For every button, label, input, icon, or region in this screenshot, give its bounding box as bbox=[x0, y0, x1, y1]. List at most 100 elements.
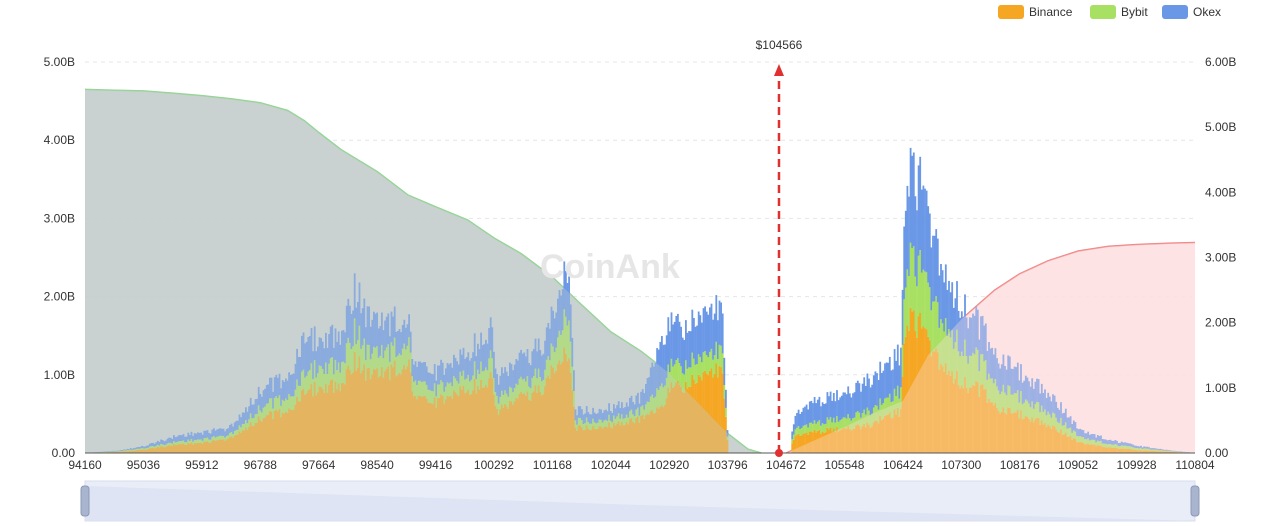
bar-okex bbox=[160, 439, 162, 444]
bar-binance bbox=[842, 428, 845, 453]
bar-bybit bbox=[589, 423, 591, 430]
bar-binance bbox=[826, 427, 829, 453]
bar-okex bbox=[563, 261, 566, 310]
bar-okex bbox=[310, 328, 313, 364]
bar-binance bbox=[560, 364, 562, 453]
bar-okex bbox=[887, 362, 890, 398]
bar-binance bbox=[389, 380, 391, 453]
bar-bybit bbox=[930, 310, 933, 357]
bar-okex bbox=[229, 425, 231, 433]
bar-bybit bbox=[1087, 438, 1090, 444]
bar-binance bbox=[526, 391, 529, 453]
bar-binance bbox=[1149, 451, 1152, 453]
bar-binance bbox=[585, 425, 588, 453]
bar-okex bbox=[1104, 439, 1107, 444]
bar-binance bbox=[536, 392, 538, 453]
bar-bybit bbox=[152, 446, 154, 448]
bar-bybit bbox=[672, 366, 674, 388]
bar-okex bbox=[691, 309, 694, 353]
bar-binance bbox=[337, 383, 340, 453]
bar-bybit bbox=[869, 415, 872, 428]
bar-binance bbox=[1021, 419, 1024, 453]
zoom-handle-right[interactable] bbox=[1190, 485, 1200, 517]
bar-bybit bbox=[1109, 444, 1112, 448]
bar-okex bbox=[294, 363, 297, 390]
bar-bybit bbox=[430, 390, 433, 404]
bar-okex bbox=[659, 341, 662, 387]
bar-bybit bbox=[229, 433, 231, 438]
bar-bybit bbox=[975, 347, 978, 381]
bar-okex bbox=[1004, 366, 1006, 393]
bar-binance bbox=[664, 404, 666, 453]
current-price-marker: $104566 bbox=[756, 38, 803, 457]
legend[interactable]: Binance Bybit Okex bbox=[998, 5, 1221, 19]
bar-binance bbox=[547, 375, 550, 453]
bar-okex bbox=[994, 348, 997, 380]
bar-bybit bbox=[398, 353, 401, 373]
bar-okex bbox=[678, 321, 681, 364]
bar-okex bbox=[150, 443, 153, 447]
bar-okex bbox=[812, 403, 814, 424]
bar-okex bbox=[906, 185, 909, 270]
bar-binance bbox=[472, 390, 474, 453]
bar-bybit bbox=[115, 451, 118, 452]
bar-okex bbox=[635, 395, 638, 410]
bar-binance bbox=[1068, 436, 1070, 453]
bar-bybit bbox=[1048, 414, 1051, 427]
bar-bybit bbox=[512, 392, 514, 405]
bar-binance bbox=[147, 449, 150, 453]
bar-okex bbox=[198, 432, 201, 440]
bar-binance bbox=[964, 377, 966, 453]
bar-bybit bbox=[237, 429, 239, 435]
bar-binance bbox=[416, 399, 418, 453]
bar-bybit bbox=[868, 410, 870, 425]
bar-okex bbox=[828, 396, 830, 420]
bar-bybit bbox=[1152, 449, 1155, 451]
zoom-handle-left[interactable] bbox=[80, 485, 90, 517]
bar-binance bbox=[696, 382, 698, 453]
legend-swatch-okex[interactable] bbox=[1162, 5, 1188, 19]
bar-bybit bbox=[1013, 393, 1016, 413]
bar-bybit bbox=[872, 407, 875, 423]
bar-binance bbox=[230, 436, 233, 453]
bar-okex bbox=[1173, 450, 1176, 452]
bar-bybit bbox=[1120, 445, 1123, 449]
bar-okex bbox=[357, 302, 359, 341]
bar-bybit bbox=[126, 450, 129, 451]
bar-okex bbox=[168, 437, 170, 443]
y-right-tick-label: 3.00B bbox=[1205, 251, 1236, 265]
bar-okex bbox=[243, 412, 246, 424]
bar-binance bbox=[1111, 447, 1114, 453]
bar-binance bbox=[694, 383, 697, 453]
bar-okex bbox=[457, 364, 460, 384]
bar-okex bbox=[675, 316, 678, 360]
bar-okex bbox=[681, 337, 684, 374]
legend-swatch-binance[interactable] bbox=[998, 5, 1024, 19]
legend-label-binance[interactable]: Binance bbox=[1029, 5, 1073, 19]
bar-binance bbox=[917, 316, 920, 453]
bar-binance bbox=[697, 374, 700, 453]
bar-okex bbox=[539, 350, 542, 378]
bar-okex bbox=[951, 282, 954, 331]
bar-binance bbox=[901, 377, 904, 453]
bar-bybit bbox=[403, 343, 406, 365]
bar-okex bbox=[328, 334, 330, 364]
bar-okex bbox=[641, 389, 644, 406]
legend-label-okex[interactable]: Okex bbox=[1193, 5, 1221, 19]
legend-label-bybit[interactable]: Bybit bbox=[1121, 5, 1148, 19]
bar-binance bbox=[123, 451, 126, 453]
bar-okex bbox=[320, 338, 322, 367]
legend-swatch-bybit[interactable] bbox=[1090, 5, 1116, 19]
bar-binance bbox=[941, 366, 944, 453]
zoom-slider[interactable] bbox=[80, 480, 1200, 522]
bar-binance bbox=[1034, 419, 1037, 453]
bar-bybit bbox=[1148, 448, 1150, 451]
bar-bybit bbox=[381, 344, 383, 368]
bar-okex bbox=[469, 360, 471, 382]
bar-okex bbox=[542, 353, 545, 380]
bar-binance bbox=[794, 436, 797, 453]
bar-okex bbox=[1152, 448, 1155, 450]
bar-okex bbox=[824, 403, 827, 424]
bar-bybit bbox=[637, 407, 639, 417]
bar-bybit bbox=[549, 360, 551, 379]
